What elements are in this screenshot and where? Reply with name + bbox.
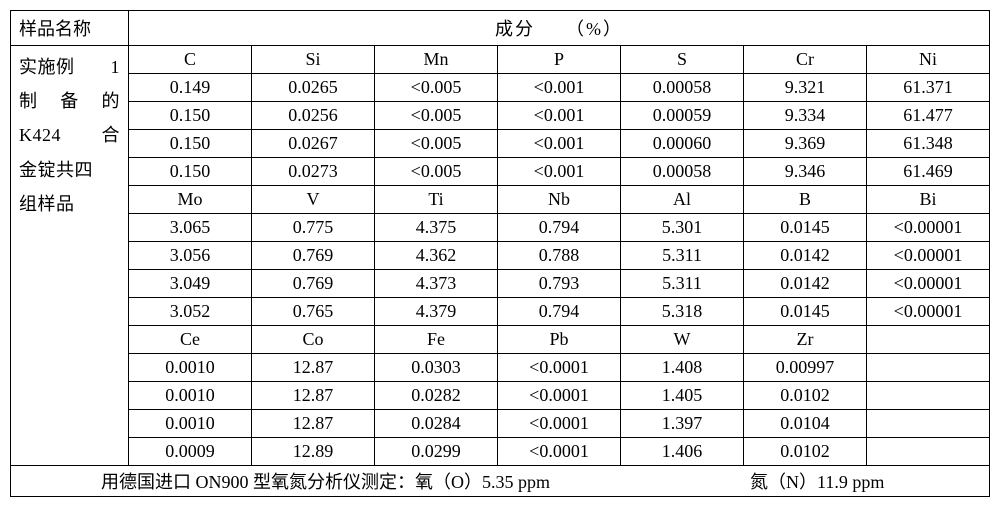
- element-header: Co: [252, 326, 375, 354]
- element-header: P: [498, 46, 621, 74]
- element-header: Pb: [498, 326, 621, 354]
- element-header: Ti: [375, 186, 498, 214]
- element-header: Cr: [744, 46, 867, 74]
- table-row: 3.0560.7694.3620.7885.3110.0142<0.00001: [11, 242, 990, 270]
- element-header: V: [252, 186, 375, 214]
- table-row: 0.001012.870.0282<0.00011.4050.0102: [11, 382, 990, 410]
- table-row: 0.000912.890.0299<0.00011.4060.0102: [11, 438, 990, 466]
- sample-name-header: 样品名称: [11, 11, 129, 46]
- element-header: Mn: [375, 46, 498, 74]
- composition-table: 样品名称 成分 （%） 实施例1 制备的 K424合 金锭共四 组样品 C Si…: [10, 10, 990, 497]
- element-header: B: [744, 186, 867, 214]
- element-header: Ni: [867, 46, 990, 74]
- table-row: 0.1490.0265<0.005<0.0010.000589.32161.37…: [11, 74, 990, 102]
- element-header: C: [129, 46, 252, 74]
- element-header: Al: [621, 186, 744, 214]
- table-row: 0.1500.0256<0.005<0.0010.000599.33461.47…: [11, 102, 990, 130]
- element-header: [867, 326, 990, 354]
- element-header: Fe: [375, 326, 498, 354]
- table-row: 0.1500.0273<0.005<0.0010.000589.34661.46…: [11, 158, 990, 186]
- element-header: Si: [252, 46, 375, 74]
- composition-header: 成分 （%）: [129, 11, 990, 46]
- footer-note: 用德国进口 ON900 型氧氮分析仪测定：氧（O）5.35 ppm 氮（N）11.…: [11, 466, 990, 497]
- footer-nitrogen: 氮（N）11.9 ppm: [750, 472, 884, 492]
- table-row: 0.1500.0267<0.005<0.0010.000609.36961.34…: [11, 130, 990, 158]
- table-row: 3.0490.7694.3730.7935.3110.0142<0.00001: [11, 270, 990, 298]
- footer-oxygen: 氧（O）5.35 ppm: [415, 472, 550, 492]
- element-header: Nb: [498, 186, 621, 214]
- table-row: 0.001012.870.0303<0.00011.4080.00997: [11, 354, 990, 382]
- footer-prefix: 用德国进口 ON900 型氧氮分析仪测定：: [101, 472, 415, 492]
- element-header: Zr: [744, 326, 867, 354]
- table-row: 0.001012.870.0284<0.00011.3970.0104: [11, 410, 990, 438]
- table-row: 3.0520.7654.3790.7945.3180.0145<0.00001: [11, 298, 990, 326]
- element-header: W: [621, 326, 744, 354]
- element-header: Ce: [129, 326, 252, 354]
- sample-name-cell: 实施例1 制备的 K424合 金锭共四 组样品: [11, 46, 129, 466]
- element-header: Mo: [129, 186, 252, 214]
- element-header: S: [621, 46, 744, 74]
- element-header: Bi: [867, 186, 990, 214]
- table-row: 3.0650.7754.3750.7945.3010.0145<0.00001: [11, 214, 990, 242]
